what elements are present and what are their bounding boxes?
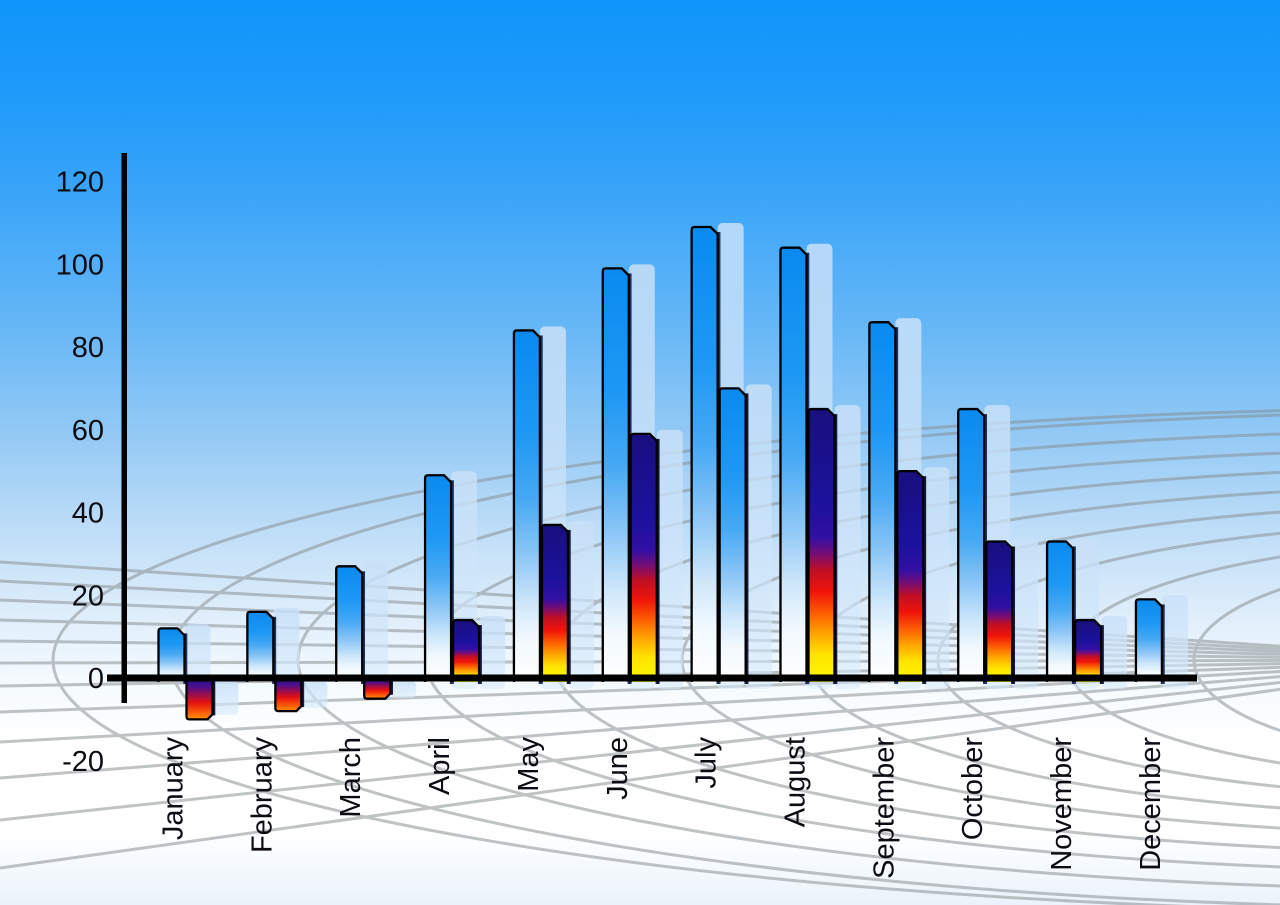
bar-shadow-march-series1: [362, 562, 389, 689]
bar-shadow-april-series2: [479, 616, 506, 689]
bars-group: [157, 223, 1188, 721]
bar-shadow-january-series2: [212, 681, 239, 715]
bar-shadow-february-series2: [301, 681, 328, 709]
zero-baseline: [107, 674, 1197, 682]
bar-august-series1: [779, 246, 808, 682]
x-label-august: August: [779, 737, 811, 827]
bar-november-series1: [1045, 540, 1075, 682]
bar-april-series1: [423, 474, 453, 682]
x-label-april: April: [424, 737, 456, 795]
bar-shadow-may-series2: [567, 520, 594, 689]
x-label-june: June: [602, 737, 634, 800]
bar-shadow-december-series1: [1161, 595, 1188, 689]
bar-april-series2: [451, 618, 481, 682]
bar-june-series1: [601, 267, 630, 682]
x-label-march: March: [335, 737, 367, 818]
bar-june-series2: [629, 432, 658, 682]
x-label-july: July: [691, 737, 723, 789]
bar-shadow-september-series2: [923, 467, 950, 689]
bar-september-series2: [896, 469, 925, 682]
y-tick-label-100: 100: [56, 249, 104, 281]
axes: [107, 153, 1197, 703]
bar-october-series1: [957, 407, 986, 682]
bar-january-series2: [185, 677, 214, 721]
bar-shadow-july-series2: [745, 384, 772, 689]
bar-december-series1: [1134, 598, 1164, 682]
x-label-january: January: [158, 737, 190, 841]
bar-february-series1: [246, 610, 275, 682]
x-label-november: November: [1046, 737, 1078, 871]
bar-march-series1: [335, 565, 364, 682]
bar-august-series2: [807, 407, 836, 682]
x-label-may: May: [513, 737, 545, 792]
axis-labels: 120 100 80 60 40 20 0 -20 January February March Ap…: [56, 167, 1167, 879]
y-tick-label-80: 80: [72, 332, 104, 364]
x-label-october: October: [957, 737, 989, 840]
bar-shadow-august-series2: [834, 405, 861, 689]
y-tick-label-20: 20: [72, 580, 104, 612]
x-label-december: December: [1135, 737, 1167, 871]
bar-shadow-march-series2: [390, 681, 417, 698]
y-tick-label-0: 0: [88, 663, 104, 695]
bar-may-series2: [540, 523, 570, 682]
bar-shadow-june-series2: [656, 429, 683, 689]
bar-may-series1: [512, 329, 542, 682]
bar-february-series2: [274, 677, 303, 713]
bar-shadow-november-series2: [1101, 616, 1128, 689]
bar-september-series1: [868, 321, 897, 682]
bar-july-series2: [718, 387, 747, 682]
y-tick-label-120: 120: [56, 167, 104, 199]
y-tick-label-40: 40: [72, 498, 104, 530]
bar-november-series2: [1073, 618, 1103, 682]
bar-shadow-january-series1: [184, 624, 211, 689]
x-label-september: September: [868, 737, 900, 879]
bar-july-series1: [690, 225, 719, 682]
y-axis-line: [121, 153, 127, 703]
bar-january-series1: [157, 627, 186, 682]
y-tick-label-60: 60: [72, 415, 104, 447]
bar-october-series2: [985, 540, 1014, 682]
y-tick-label--20: -20: [62, 746, 104, 778]
bar-shadow-october-series2: [1012, 537, 1039, 689]
bar-march-series2: [363, 677, 392, 700]
bar-shadow-february-series1: [273, 607, 300, 689]
x-label-february: February: [246, 737, 278, 854]
